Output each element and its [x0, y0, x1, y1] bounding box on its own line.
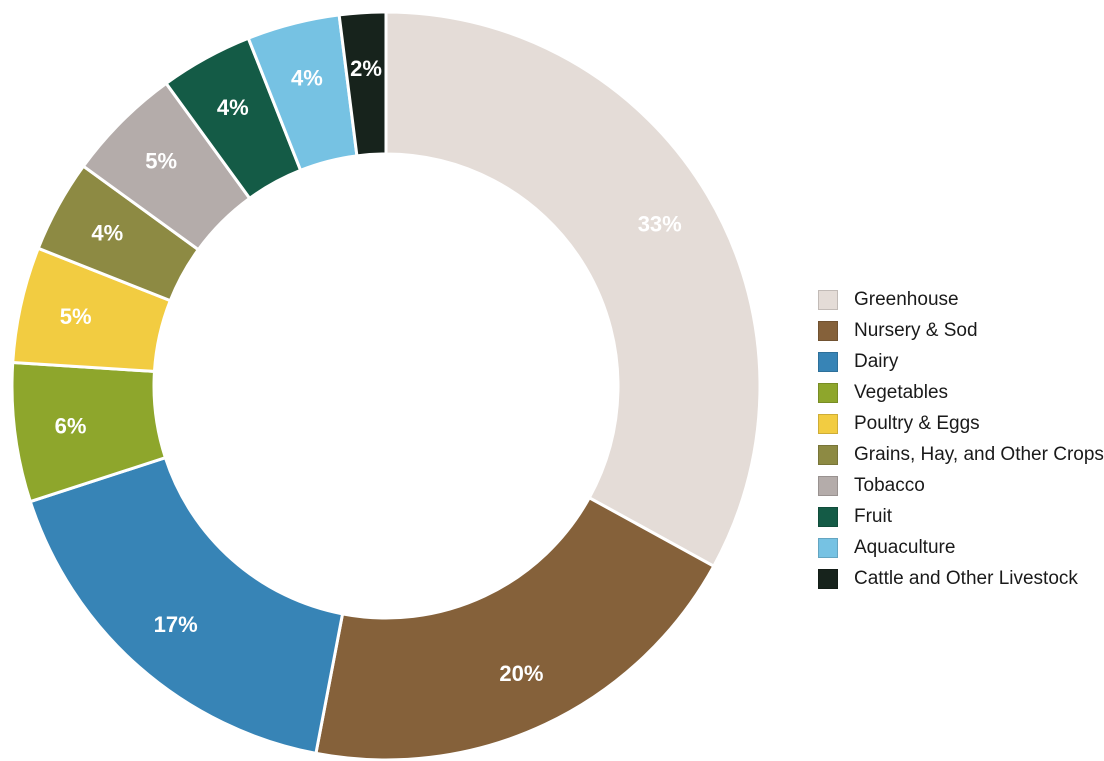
legend: Greenhouse Nursery & Sod Dairy Vegetables Po…: [818, 284, 1104, 594]
legend-swatch: [818, 413, 838, 434]
labels-group: 33% 20% 17% 6% 5% 4% 5% 4% 4% 2%: [55, 56, 682, 686]
legend-label: Tobacco: [854, 474, 925, 496]
slice-nursery-and-sod: [314, 495, 716, 761]
slice-label-poultry-and-eggs: 5%: [60, 304, 92, 329]
legend-label: Aquaculture: [854, 536, 956, 558]
legend-label: Dairy: [854, 350, 899, 372]
legend-item-tobacco: Tobacco: [818, 470, 1104, 501]
legend-item-fruit: Fruit: [818, 501, 1104, 532]
legend-item-cattle-and-other-livestock: Cattle and Other Livestock: [818, 563, 1104, 594]
legend-swatch: [818, 382, 838, 403]
slice-greenhouse: [384, 10, 762, 569]
legend-label: Cattle and Other Livestock: [854, 567, 1078, 589]
legend-swatch: [818, 568, 838, 589]
slices-group: [10, 10, 762, 761]
legend-label: Vegetables: [854, 381, 949, 403]
slice-label-cattle-and-other-livestock: 2%: [350, 56, 382, 81]
slice-label-greenhouse: 33%: [638, 212, 682, 237]
legend-item-vegetables: Vegetables: [818, 377, 1104, 408]
legend-label: Greenhouse: [854, 288, 959, 310]
legend-item-dairy: Dairy: [818, 346, 1104, 377]
legend-item-grains-hay-and-other-crops: Grains, Hay, and Other Crops: [818, 439, 1104, 470]
slice-label-grains-hay-and-other-crops: 4%: [91, 220, 123, 245]
slice-cattle-and-other-livestock: [337, 10, 388, 158]
legend-label: Grains, Hay, and Other Crops: [854, 443, 1104, 465]
legend-swatch: [818, 320, 838, 341]
slice-label-tobacco: 5%: [145, 149, 177, 174]
legend-item-poultry-and-eggs: Poultry & Eggs: [818, 408, 1104, 439]
slice-label-nursery-and-sod: 20%: [499, 661, 543, 686]
legend-item-aquaculture: Aquaculture: [818, 532, 1104, 563]
legend-swatch: [818, 506, 838, 527]
legend-swatch: [818, 289, 838, 310]
slice-dairy: [28, 455, 345, 756]
legend-swatch: [818, 444, 838, 465]
slice-label-dairy: 17%: [154, 612, 198, 637]
legend-label: Poultry & Eggs: [854, 412, 980, 434]
legend-swatch: [818, 351, 838, 372]
legend-swatch: [818, 475, 838, 496]
legend-label: Nursery & Sod: [854, 319, 978, 341]
slice-label-aquaculture: 4%: [291, 65, 323, 90]
slice-label-vegetables: 6%: [55, 413, 87, 438]
slice-label-fruit: 4%: [217, 95, 249, 120]
legend-item-greenhouse: Greenhouse: [818, 284, 1104, 315]
legend-label: Fruit: [854, 505, 892, 527]
legend-item-nursery-and-sod: Nursery & Sod: [818, 315, 1104, 346]
legend-swatch: [818, 537, 838, 558]
